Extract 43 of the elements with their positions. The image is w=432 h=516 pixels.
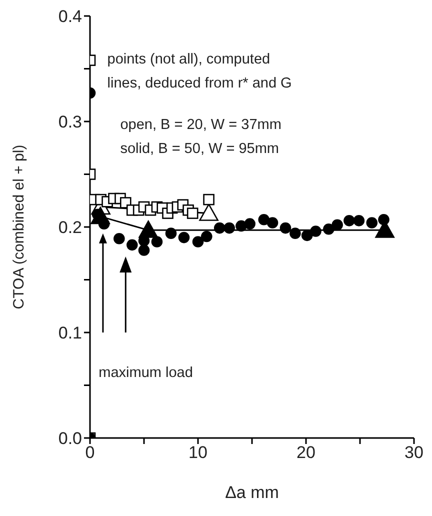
annotation: open, B = 20, W = 37mm bbox=[120, 116, 282, 133]
point bbox=[266, 217, 278, 228]
y-tick-label: 0.1 bbox=[58, 324, 82, 343]
point bbox=[366, 217, 378, 228]
point bbox=[280, 222, 292, 234]
point bbox=[126, 239, 138, 251]
y-tick-label: 0.0 bbox=[58, 429, 82, 448]
point bbox=[138, 244, 150, 256]
point bbox=[114, 232, 125, 244]
point bbox=[290, 228, 301, 239]
x-tick-label: 0 bbox=[85, 443, 95, 462]
point bbox=[310, 226, 322, 237]
annotation: points (not all), computed bbox=[107, 51, 270, 68]
point bbox=[332, 219, 343, 231]
x-tick-label: 30 bbox=[404, 443, 424, 462]
point bbox=[203, 194, 214, 206]
point bbox=[200, 230, 212, 242]
point bbox=[214, 222, 226, 234]
point bbox=[323, 223, 334, 235]
y-tick-label: 0.4 bbox=[58, 7, 82, 26]
y-axis-title: CTOA (combined el + pl) bbox=[10, 144, 28, 310]
annotation: lines, deduced from r* and G bbox=[107, 76, 292, 92]
x-tick-label: 20 bbox=[296, 443, 316, 462]
point bbox=[178, 232, 190, 244]
point bbox=[353, 215, 365, 226]
point bbox=[192, 236, 204, 248]
x-axis-title: Δa mm bbox=[225, 483, 279, 502]
point bbox=[244, 218, 256, 230]
point bbox=[378, 214, 390, 226]
y-tick-label: 0.3 bbox=[58, 112, 82, 132]
point bbox=[301, 230, 313, 242]
point bbox=[151, 236, 163, 248]
point bbox=[186, 208, 198, 219]
y-tick-label: 0.2 bbox=[58, 218, 82, 238]
point bbox=[224, 222, 235, 234]
annotation: solid, B = 50, W = 95mm bbox=[120, 141, 280, 158]
point bbox=[258, 214, 270, 226]
point bbox=[344, 215, 355, 226]
annotation: maximum load bbox=[98, 364, 193, 381]
point bbox=[165, 228, 177, 239]
point bbox=[236, 220, 247, 232]
x-tick-label: 10 bbox=[188, 443, 208, 462]
point bbox=[98, 218, 110, 230]
